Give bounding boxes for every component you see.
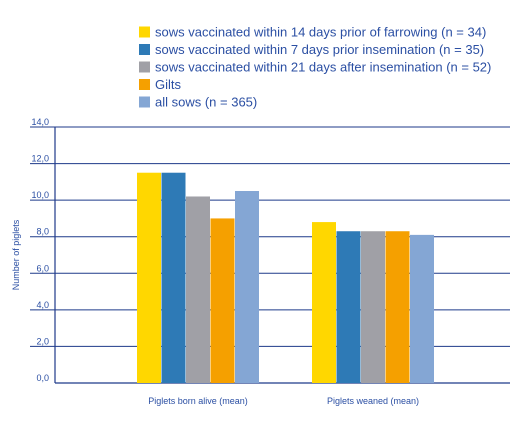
y-tick-label: 6,0 <box>36 263 49 273</box>
legend-label-2: sows vaccinated within 7 days prior inse… <box>155 42 484 57</box>
bar-1-5 <box>235 191 259 383</box>
bar-2-1 <box>312 222 336 383</box>
y-axis-title: Number of piglets <box>11 219 21 290</box>
y-tick-label: 0,0 <box>36 373 49 383</box>
y-tick-label: 12,0 <box>31 154 49 164</box>
bar-2-4 <box>385 231 410 383</box>
bar-1-1 <box>137 172 161 383</box>
bar-2-3 <box>361 231 385 383</box>
y-tick-label: 2,0 <box>36 336 49 346</box>
legend-label-3: sows vaccinated within 21 days after ins… <box>155 60 491 75</box>
y-tick-label: 8,0 <box>36 227 49 237</box>
legend-label-5: all sows (n = 365) <box>155 95 257 110</box>
x-category-label: Piglets born alive (mean) <box>148 396 248 406</box>
legend-swatch-5 <box>139 96 150 108</box>
bar-1-4 <box>210 218 235 383</box>
legend-swatch-1 <box>139 26 150 38</box>
y-tick-label: 14,0 <box>31 117 49 127</box>
legend-swatch-4 <box>139 79 150 90</box>
bar-1-2 <box>161 172 186 383</box>
legend-label-4: Gilts <box>155 77 182 92</box>
bar-2-2 <box>336 231 361 383</box>
legend-label-1: sows vaccinated within 14 days prior of … <box>155 25 486 40</box>
y-tick-label: 4,0 <box>36 300 49 310</box>
x-category-label: Piglets weaned (mean) <box>327 396 419 406</box>
legend-swatch-2 <box>139 44 150 55</box>
y-tick-label: 10,0 <box>31 190 49 200</box>
legend-swatch-3 <box>139 61 150 73</box>
bar-2-5 <box>410 234 434 383</box>
bar-1-3 <box>186 196 210 383</box>
